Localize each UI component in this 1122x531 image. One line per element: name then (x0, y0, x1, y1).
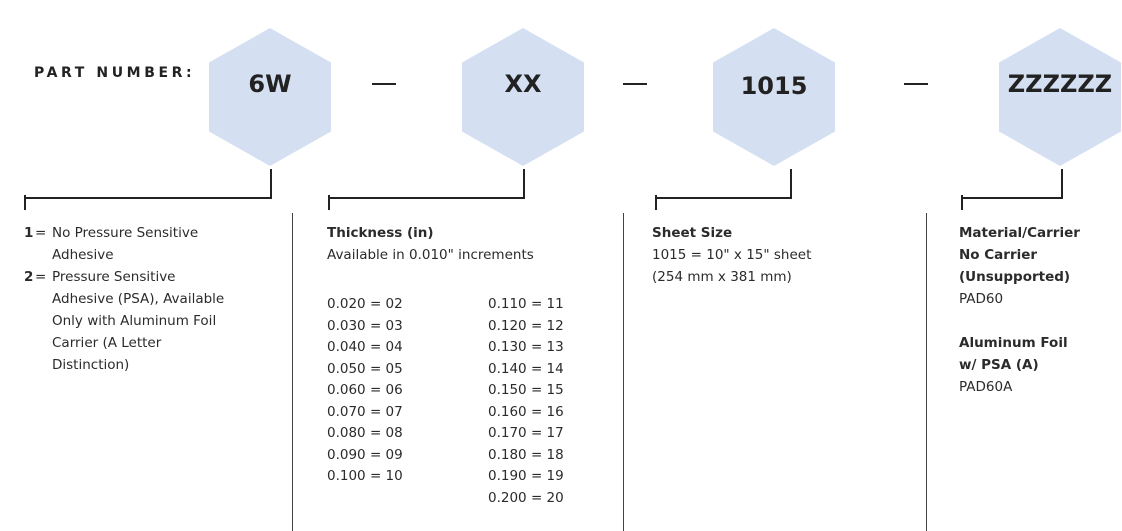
thickness-row: 0.070 = 07 (327, 403, 403, 420)
material-carrier-heading: Material/Carrier (959, 225, 1080, 241)
thickness-row: 0.090 = 09 (327, 446, 403, 463)
option-text-line: Pressure Sensitive (52, 269, 176, 285)
segment-2-code: XX (504, 70, 542, 98)
part-number-label: PART NUMBER: (34, 65, 196, 81)
material-code: PAD60 (959, 291, 1004, 307)
thickness-row: 0.190 = 19 (488, 468, 564, 484)
thickness-row: 0.040 = 04 (327, 339, 403, 355)
bracket-connector-1-drop (24, 195, 26, 210)
segment-3-code: 1015 (740, 72, 808, 100)
sheet-size-line: 1015 = 10" x 15" sheet (652, 247, 812, 263)
hexagon-segment-1 (209, 28, 331, 166)
thickness-row: 0.150 = 15 (488, 382, 564, 398)
material-code: PAD60A (959, 379, 1013, 395)
option-text-line: Adhesive (PSA), Available (52, 291, 225, 307)
material-group-title: Aluminum Foil (959, 335, 1068, 351)
thickness-subheading: Available in 0.010" increments (327, 247, 534, 263)
thickness-row: 0.050 = 05 (327, 360, 403, 377)
bracket-connector-3-drop (655, 195, 657, 210)
psa-option-2: 2 = Pressure Sensitive Adhesive (PSA), A… (24, 266, 284, 376)
thickness-row: 0.080 = 08 (327, 425, 403, 441)
bracket-connector-4-drop (961, 195, 963, 210)
hexagon-segment-4 (999, 28, 1121, 166)
segment-1-code: 6W (248, 70, 292, 98)
material-carrier-column: Material/Carrier No Carrier (Unsupported… (959, 222, 1119, 398)
hexagon-segment-3 (713, 28, 835, 166)
sheet-size-heading: Sheet Size (652, 225, 733, 241)
psa-options-column: 1 = No Pressure Sensitive Adhesive 2 = P… (24, 222, 284, 376)
bracket-connector-1 (24, 169, 272, 199)
thickness-row: 0.100 = 10 (327, 468, 403, 484)
bracket-connector-3 (655, 169, 792, 199)
thickness-row: 0.160 = 16 (488, 403, 564, 420)
dash-separator-2 (623, 83, 647, 85)
material-group-title: w/ PSA (A) (959, 357, 1039, 373)
option-code: 1 (24, 225, 34, 241)
thickness-row: 0.110 = 11 (488, 296, 564, 312)
option-text-line: Distinction) (52, 357, 130, 373)
option-text-line: No Pressure Sensitive (52, 225, 199, 241)
thickness-list-right: 0.110 = 11 0.120 = 12 0.130 = 13 0.140 =… (488, 294, 628, 509)
bracket-connector-2 (328, 169, 525, 199)
thickness-row: 0.170 = 17 (488, 425, 564, 441)
thickness-row: 0.130 = 13 (488, 339, 564, 355)
dash-separator-3 (904, 83, 928, 85)
thickness-column: Thickness (in) Available in 0.010" incre… (327, 222, 617, 266)
dash-separator-1 (372, 83, 396, 85)
option-code: 2 (24, 269, 34, 285)
bracket-connector-2-drop (328, 195, 330, 210)
thickness-list-left: 0.020 = 02 0.030 = 03 0.040 = 04 0.050 =… (327, 294, 467, 488)
thickness-row: 0.030 = 03 (327, 317, 403, 334)
thickness-row: 0.200 = 20 (488, 489, 564, 506)
material-group-title: (Unsupported) (959, 269, 1071, 285)
thickness-row: 0.120 = 12 (488, 317, 564, 334)
column-divider-2 (623, 213, 624, 531)
thickness-row: 0.060 = 06 (327, 382, 403, 398)
thickness-row: 0.180 = 18 (488, 446, 564, 463)
option-text-line: Adhesive (52, 247, 114, 263)
thickness-heading: Thickness (in) (327, 225, 434, 241)
option-text-line: Only with Aluminum Foil (52, 313, 217, 329)
material-group-title: No Carrier (959, 247, 1038, 263)
hexagon-segment-2 (462, 28, 584, 166)
sheet-size-line: (254 mm x 381 mm) (652, 269, 792, 285)
option-text-line: Carrier (A Letter (52, 335, 162, 351)
segment-4-code: ZZZZZZ (1007, 70, 1113, 98)
thickness-row: 0.140 = 14 (488, 360, 564, 377)
psa-option-1: 1 = No Pressure Sensitive Adhesive (24, 222, 284, 266)
sheet-size-column: Sheet Size 1015 = 10" x 15" sheet (254 m… (652, 222, 912, 288)
column-divider-3 (926, 213, 927, 531)
bracket-connector-4 (961, 169, 1063, 199)
column-divider-1 (292, 213, 293, 531)
thickness-row: 0.020 = 02 (327, 296, 403, 312)
